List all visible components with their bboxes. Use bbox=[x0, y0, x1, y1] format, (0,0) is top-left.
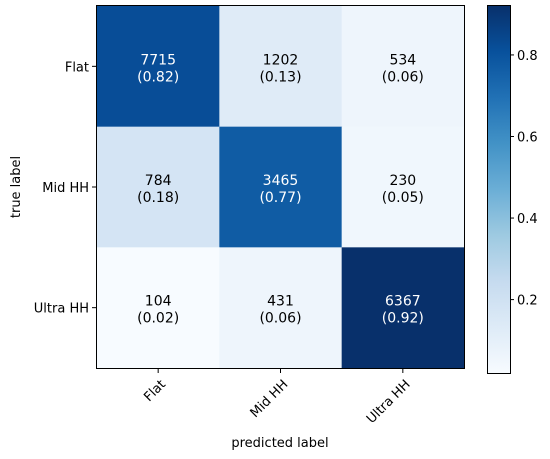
heatmap-cells bbox=[97, 6, 465, 369]
y-tick-label: Flat bbox=[65, 60, 89, 75]
heatmap-cell bbox=[341, 247, 465, 369]
cell-fraction-label: (0.18) bbox=[137, 190, 179, 206]
heatmap-cell bbox=[219, 6, 343, 128]
colorbar-tick-label: 0.8 bbox=[517, 49, 538, 64]
heatmap-cell bbox=[341, 6, 465, 128]
heatmap-cell bbox=[341, 126, 465, 248]
colorbar-tick-label: 0.4 bbox=[517, 212, 538, 227]
cell-count-label: 784 bbox=[145, 173, 172, 189]
x-tick-label: Flat bbox=[141, 377, 169, 405]
cell-fraction-label: (0.92) bbox=[382, 311, 424, 327]
y-axis: Flat Mid HH Ultra HH bbox=[34, 60, 97, 317]
x-axis-label: predicted label bbox=[231, 436, 328, 451]
cell-fraction-label: (0.02) bbox=[137, 311, 179, 327]
x-tick-label: Mid HH bbox=[248, 377, 292, 421]
cell-count-label: 6367 bbox=[385, 294, 421, 310]
cell-fraction-label: (0.06) bbox=[382, 69, 424, 85]
cell-fraction-label: (0.06) bbox=[259, 311, 301, 327]
colorbar-frame bbox=[487, 5, 511, 374]
cell-count-label: 230 bbox=[389, 173, 416, 189]
heatmap-cell bbox=[219, 126, 343, 248]
cell-count-label: 104 bbox=[145, 294, 172, 310]
cell-count-label: 3465 bbox=[263, 173, 299, 189]
colorbar-ticks: 0.2 0.4 0.6 0.8 bbox=[510, 49, 538, 309]
heatmap-cell bbox=[219, 247, 343, 369]
cell-count-label: 7715 bbox=[140, 52, 176, 68]
cell-fraction-label: (0.82) bbox=[137, 69, 179, 85]
cell-fraction-label: (0.77) bbox=[259, 190, 301, 206]
cell-count-label: 534 bbox=[389, 52, 416, 68]
heatmap-cell bbox=[97, 6, 220, 128]
cell-fraction-label: (0.13) bbox=[259, 69, 301, 85]
x-axis: Flat Mid HH Ultra HH bbox=[141, 368, 414, 427]
x-tick-label: Ultra HH bbox=[364, 377, 414, 427]
cell-count-label: 431 bbox=[267, 294, 294, 310]
y-axis-label: true label bbox=[9, 156, 24, 218]
colorbar-gradient bbox=[487, 5, 511, 374]
cell-count-label: 1202 bbox=[263, 52, 299, 68]
heatmap-cell bbox=[97, 247, 220, 369]
cell-fraction-label: (0.05) bbox=[382, 190, 424, 206]
heatmap-cell-labels: 7715(0.82)1202(0.13)534(0.06)784(0.18)34… bbox=[137, 52, 424, 326]
y-tick-label: Mid HH bbox=[42, 181, 89, 196]
colorbar-tick-label: 0.6 bbox=[517, 130, 538, 145]
colorbar-tick-label: 0.2 bbox=[517, 294, 538, 309]
colorbar: 0.2 0.4 0.6 0.8 bbox=[487, 5, 538, 374]
heatmap-cell bbox=[97, 126, 220, 248]
y-tick-label: Ultra HH bbox=[34, 302, 89, 317]
